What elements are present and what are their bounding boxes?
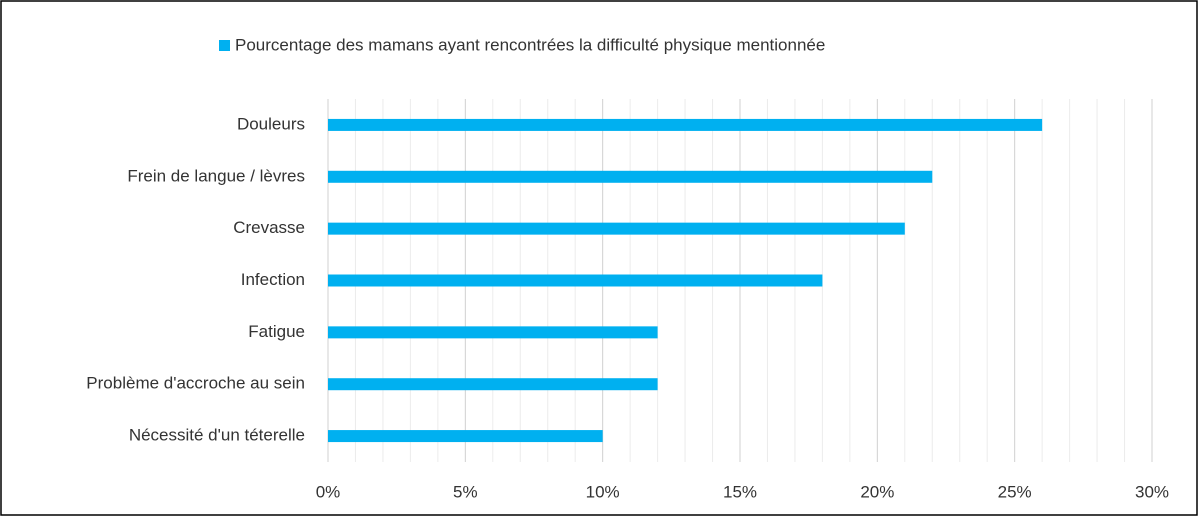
y-tick-label: Nécessité d'un téterelle: [129, 426, 305, 445]
x-tick-label: 0%: [316, 482, 341, 501]
legend-label: Pourcentage des mamans ayant rencontrées…: [235, 35, 825, 54]
y-tick-label: Infection: [241, 270, 305, 289]
x-tick-label: 25%: [998, 482, 1032, 501]
bar: [328, 430, 603, 443]
x-tick-label: 30%: [1135, 482, 1169, 501]
y-tick-label: Frein de langue / lèvres: [127, 166, 305, 185]
x-tick-label: 5%: [453, 482, 478, 501]
y-tick-label: Fatigue: [248, 322, 305, 341]
bar: [328, 170, 933, 183]
bar: [328, 326, 658, 339]
bar: [328, 222, 905, 235]
x-tick-label: 10%: [586, 482, 620, 501]
x-tick-label: 15%: [723, 482, 757, 501]
bar: [328, 274, 823, 287]
bar: [328, 118, 1043, 131]
legend-swatch: [219, 40, 230, 51]
y-tick-label: Crevasse: [233, 218, 305, 237]
bar: [328, 378, 658, 391]
y-tick-label: Problème d'accroche au sein: [86, 374, 305, 393]
y-tick-label: Douleurs: [237, 114, 305, 133]
x-tick-label: 20%: [860, 482, 894, 501]
